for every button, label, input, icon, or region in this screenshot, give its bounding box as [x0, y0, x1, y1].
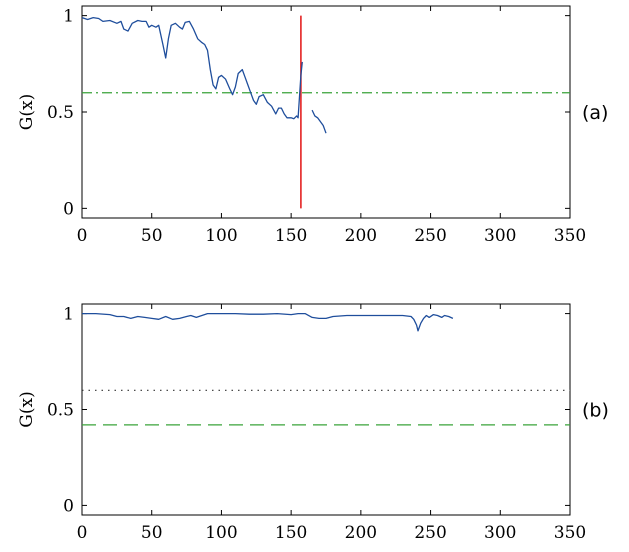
panel-label: (a): [582, 102, 608, 124]
x-tick-label: 300: [484, 523, 516, 543]
x-tick-label: 350: [554, 226, 586, 246]
plot-frame: [81, 303, 571, 516]
x-tick-label: 250: [414, 226, 446, 246]
y-tick-label: 1: [63, 305, 74, 325]
series-line: [82, 312, 454, 332]
y-axis-label: G(x): [17, 94, 37, 130]
series-line: [81, 16, 303, 120]
y-tick-label: 1: [63, 7, 74, 27]
x-tick-label: 50: [141, 523, 163, 543]
x-tick-label: 200: [345, 523, 377, 543]
x-tick-label: 100: [205, 523, 237, 543]
x-tick-label: 150: [275, 226, 307, 246]
panel-a: 0 50 100 150 200 250 300 350 0 0.5 1 G(x) (a): [17, 5, 608, 246]
y-tick-label: 0: [63, 496, 74, 516]
series-line: [311, 109, 327, 134]
x-tick-label: 0: [77, 523, 88, 543]
y-axis-label: G(x): [17, 391, 37, 427]
panel-b: 0 50 100 150 200 250 300 350 0 0.5 1 G(x) (b): [17, 303, 609, 543]
x-tick-label: 150: [275, 523, 307, 543]
panel-label: (b): [582, 400, 609, 422]
x-tick-label: 300: [484, 226, 516, 246]
plot-frame: [81, 5, 571, 219]
x-tick-label: 50: [141, 226, 163, 246]
y-tick-label: 0.5: [47, 401, 74, 421]
y-tick-label: 0: [63, 199, 74, 219]
x-tick-label: 200: [345, 226, 377, 246]
x-tick-label: 250: [414, 523, 446, 543]
x-tick-label: 100: [205, 226, 237, 246]
x-tick-label: 0: [77, 226, 88, 246]
x-tick-label: 350: [554, 523, 586, 543]
y-tick-label: 0.5: [47, 103, 74, 123]
